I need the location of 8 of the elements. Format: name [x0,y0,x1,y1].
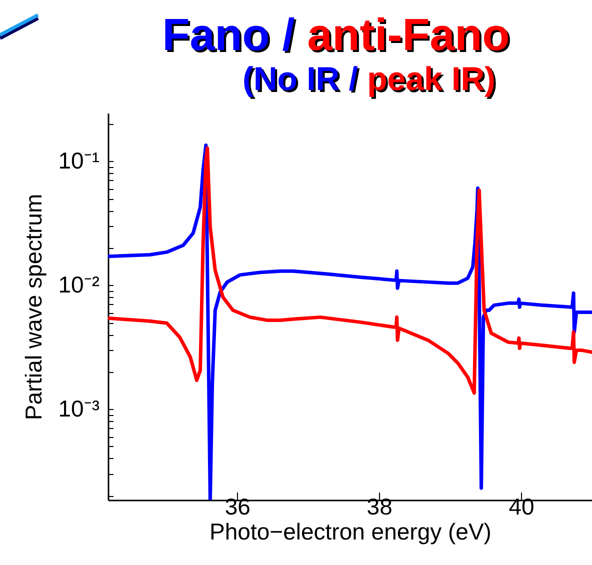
y-axis-title: Partial wave spectrum [20,194,46,420]
line-series [108,146,592,395]
y-tick-label: 10⁻¹ [58,148,100,174]
chart-title: Fano / anti-Fano [162,9,510,60]
y-tick-label: 10⁻³ [58,396,100,422]
y-tick-label: 10⁻² [58,272,100,298]
chart-subtitle: (No IR / peak IR) [242,60,496,97]
x-axis-title: Photo−electron energy (eV) [210,518,492,544]
